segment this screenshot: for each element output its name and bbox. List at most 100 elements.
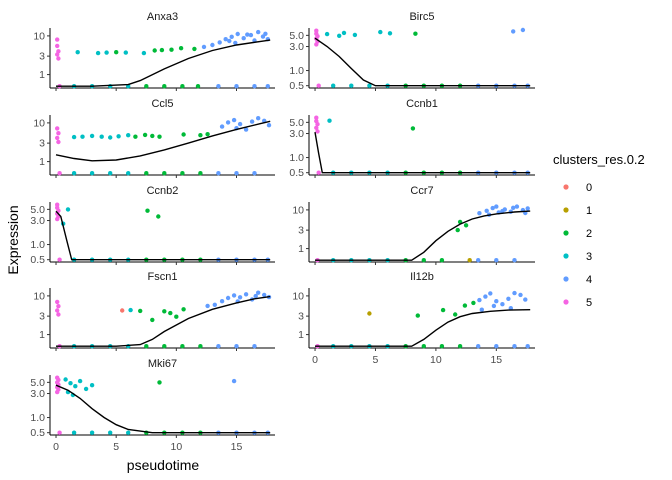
data-point xyxy=(248,32,254,38)
data-point xyxy=(126,133,131,138)
data-point xyxy=(511,205,516,210)
data-point xyxy=(156,214,161,219)
y-tick-label: 1.0 xyxy=(30,412,45,424)
data-point xyxy=(514,204,520,209)
data-point xyxy=(341,30,347,36)
y-tick-label: 0.5 xyxy=(289,167,304,179)
data-point xyxy=(231,378,237,384)
x-tick-label: 5 xyxy=(113,441,119,453)
panel-mki67: Mki67 0.5 1.0 3.05.0 0 5 10 15 xyxy=(30,358,275,453)
trend-line xyxy=(55,384,271,434)
data-point xyxy=(141,50,147,56)
data-point xyxy=(421,258,426,263)
data-point xyxy=(500,208,505,214)
data-point xyxy=(73,384,78,389)
data-point xyxy=(349,83,354,88)
data-point xyxy=(511,29,516,34)
data-point xyxy=(484,208,489,213)
y-tick-label: 10 xyxy=(33,290,45,302)
x-tick-label: 15 xyxy=(490,354,502,366)
panel-title: Fscn1 xyxy=(148,271,178,283)
data-point xyxy=(252,344,257,349)
trend-line xyxy=(55,210,271,261)
y-tick-label: 3 xyxy=(298,311,304,323)
x-tick-label: 10 xyxy=(170,441,182,453)
data-point xyxy=(219,299,225,304)
legend-key-1 xyxy=(563,207,569,213)
data-point xyxy=(217,40,222,45)
data-point xyxy=(68,381,73,386)
data-point xyxy=(234,171,239,176)
panel-title: Mki67 xyxy=(148,358,177,370)
data-point xyxy=(525,344,530,349)
data-point xyxy=(314,125,319,130)
data-point xyxy=(253,293,258,299)
y-tick-label: 0.5 xyxy=(289,80,304,92)
data-point xyxy=(266,123,272,128)
data-point xyxy=(162,171,167,176)
data-point xyxy=(467,258,472,263)
x-tick-label: 10 xyxy=(430,354,442,366)
data-point xyxy=(205,132,210,137)
data-point xyxy=(523,297,528,302)
data-point xyxy=(378,29,383,35)
data-point xyxy=(249,119,255,124)
legend-label: 3 xyxy=(586,251,592,263)
data-point xyxy=(476,258,481,263)
data-point xyxy=(108,430,113,435)
data-point xyxy=(56,312,61,317)
data-point xyxy=(71,430,77,435)
panel-birc5: Birc5 0.5 1.0 3.05.0 xyxy=(289,11,535,92)
data-point xyxy=(337,33,342,38)
legend-key-3 xyxy=(563,253,569,259)
data-point xyxy=(126,430,131,435)
data-point xyxy=(80,134,85,139)
data-point xyxy=(252,84,257,89)
data-point xyxy=(316,170,321,175)
data-point xyxy=(494,344,499,349)
panel-anxa3: Anxa3 1 3 10 xyxy=(33,11,275,91)
data-point xyxy=(479,307,484,312)
y-tick-label: 1 xyxy=(298,329,304,341)
data-point xyxy=(77,378,83,384)
data-point xyxy=(99,134,104,139)
data-point xyxy=(233,40,238,46)
y-tick-label: 1 xyxy=(298,243,304,255)
data-point xyxy=(494,299,499,304)
panel-title: Il12b xyxy=(410,271,434,283)
data-point xyxy=(256,116,261,121)
data-point xyxy=(55,43,60,49)
y-tick-label: 0.5 xyxy=(30,254,45,266)
legend-title: clusters_res.0.2 xyxy=(553,152,645,167)
data-point xyxy=(413,31,418,36)
data-point xyxy=(89,430,95,435)
data-point xyxy=(477,297,482,303)
data-point xyxy=(63,377,68,382)
y-tick-label: 5.0 xyxy=(30,204,45,216)
data-point xyxy=(133,134,138,139)
data-point xyxy=(327,118,332,123)
data-point xyxy=(490,205,495,211)
data-point xyxy=(180,171,185,176)
data-point xyxy=(262,292,267,298)
data-point xyxy=(55,299,60,305)
data-point xyxy=(89,171,95,176)
data-point xyxy=(245,32,250,37)
y-tick-label: 1.0 xyxy=(30,239,45,251)
data-point xyxy=(234,84,239,89)
legend-label: 4 xyxy=(586,274,592,286)
x-tick-label: 0 xyxy=(312,354,318,366)
data-point xyxy=(104,50,109,55)
data-point xyxy=(494,204,499,209)
data-point xyxy=(159,47,165,53)
data-point xyxy=(252,171,257,176)
y-tick-label: 3 xyxy=(298,225,304,237)
y-tick-label: 1 xyxy=(39,69,45,81)
data-point xyxy=(108,171,113,176)
data-point xyxy=(201,44,207,50)
legend-label: 1 xyxy=(586,205,592,217)
data-point xyxy=(142,132,148,138)
trend-line xyxy=(56,295,271,347)
data-point xyxy=(525,206,530,211)
data-point xyxy=(315,129,320,134)
